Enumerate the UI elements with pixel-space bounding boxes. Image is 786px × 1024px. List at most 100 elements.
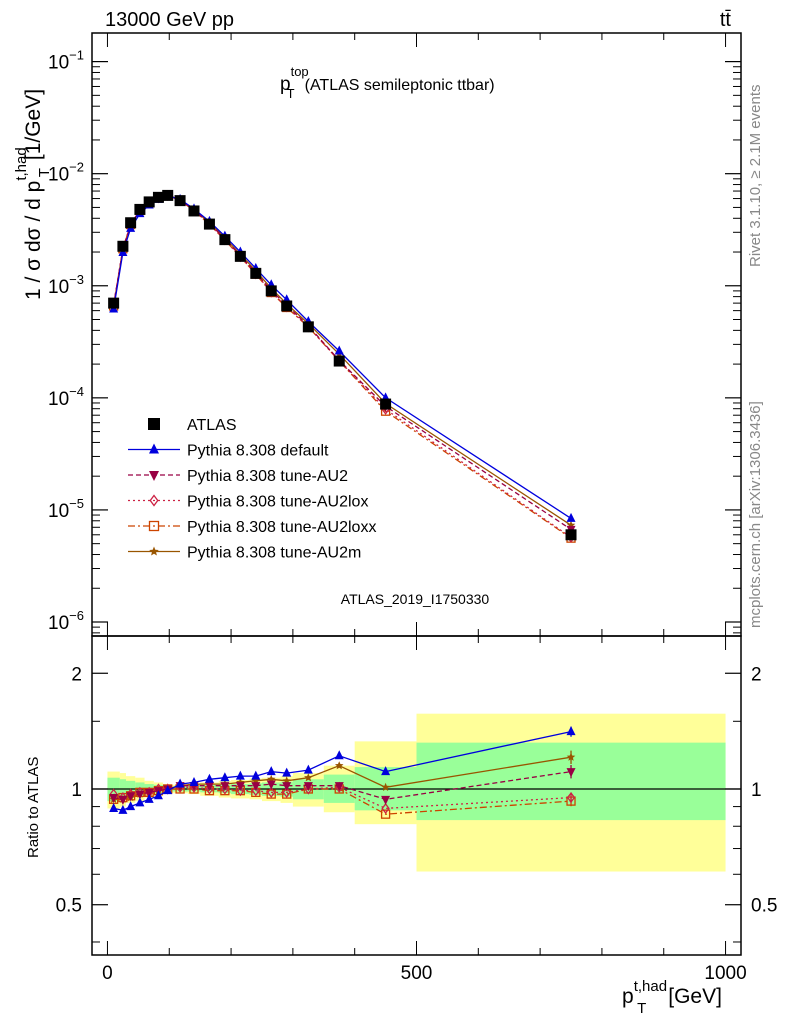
legend-label-4: Pythia 8.308 tune-AU2loxx — [187, 519, 376, 536]
main-panel: 10−1 10−2 10−3 10−4 10−5 10−6 ptop T (ATLAS semi… — [13, 32, 742, 637]
ratio-point-2-13 — [267, 786, 276, 798]
ratio-point-1-3 — [135, 790, 145, 800]
rivet-version-label: Rivet 3.1.10, ≥ 2.1M events — [747, 85, 764, 268]
main-point-1-16 — [334, 345, 344, 355]
legend-item-5: Pythia 8.308 tune-AU2m — [128, 545, 361, 562]
legend-marker-0 — [148, 418, 160, 430]
ratio-point-0-4 — [144, 793, 154, 803]
ratio-point-1-0 — [109, 794, 119, 804]
main-point-0-16 — [333, 355, 345, 367]
ratio-point-1-15 — [303, 782, 313, 792]
ratio-xtick-label-0: 0 — [102, 963, 113, 984]
main-point-0-13 — [265, 285, 277, 297]
main-ytick-label-0: 10−1 — [48, 48, 84, 74]
main-series-line-4 — [112, 194, 572, 539]
main-point-0-1 — [117, 240, 129, 252]
main-ytick-label-2: 10−3 — [48, 272, 84, 298]
ratio-point-1-1 — [118, 795, 128, 805]
main-point-0-10 — [219, 234, 231, 246]
ratio-point-0-10 — [220, 772, 230, 782]
main-ylabel-text: 1 / σ dσ / d pt,had T[1/GeV] — [13, 89, 53, 300]
ratio-point-4-14 — [282, 776, 291, 785]
main-ylabel: 1 / σ dσ / d pt,had T[1/GeV] — [13, 89, 53, 300]
main-point-0-9 — [203, 218, 215, 230]
ratio-point-0-17 — [381, 766, 391, 776]
main-point-1-18 — [566, 512, 576, 522]
legend-marker-3 — [149, 494, 159, 507]
legend-label-0: ATLAS — [187, 417, 237, 434]
main-point-0-7 — [174, 195, 186, 207]
ratio-point-2-12 — [251, 785, 260, 797]
ratio-point-1-17 — [381, 795, 391, 805]
ratio-point-1-2 — [126, 792, 136, 802]
ratio-point-2-17 — [381, 802, 390, 815]
ratio-point-2-9 — [205, 783, 214, 795]
legend-label-1: Pythia 8.308 default — [187, 443, 329, 460]
ratio-point-1-13 — [266, 780, 276, 790]
legend-item-2: Pythia 8.308 tune-AU2 — [128, 468, 348, 485]
ratio-xtick-label-1: 500 — [401, 963, 433, 984]
ratio-point-1-12 — [251, 782, 261, 792]
ratio-point-1-14 — [282, 782, 292, 792]
ratio-point-0-7 — [175, 778, 185, 788]
main-series-4 — [108, 190, 576, 543]
main-point-0-2 — [125, 217, 137, 229]
ratio-point-4-15 — [304, 773, 313, 782]
ratio-point-2-15 — [304, 783, 313, 795]
legend-label-3: Pythia 8.308 tune-AU2lox — [187, 494, 368, 511]
ratio-point-1-11 — [235, 782, 245, 792]
ratio-point-0-9 — [204, 773, 214, 783]
main-ytick-label-4: 10−5 — [48, 496, 84, 522]
ratio-point-0-0 — [109, 802, 119, 812]
ratio-ytick-label-right-2: 2 — [751, 664, 762, 685]
ratio-point-0-16 — [334, 750, 344, 760]
legend-label-2: Pythia 8.308 tune-AU2 — [187, 468, 348, 485]
ratio-ylabel-text: Ratio to ATLAS — [25, 757, 42, 858]
main-point-0-12 — [250, 267, 262, 279]
main-point-0-3 — [134, 203, 146, 215]
main-ytick-label-5: 10−6 — [48, 608, 84, 634]
ratio-point-0-11 — [235, 770, 245, 780]
main-ytick-label-1: 10−2 — [48, 160, 84, 186]
ratio-ytick-label-0: 0.5 — [56, 896, 82, 917]
main-ytick-label-3: 10−4 — [48, 384, 84, 410]
legend-marker-4 — [148, 520, 160, 532]
main-point-0-17 — [380, 398, 392, 410]
legend-marker-1 — [149, 443, 159, 454]
ratio-xlabel: pt,had T[GeV] — [622, 978, 722, 1017]
legend-marker-5 — [149, 546, 159, 556]
main-point-0-11 — [234, 250, 246, 262]
ratio-point-0-1 — [118, 804, 128, 814]
legend-item-3: Pythia 8.308 tune-AU2lox — [128, 494, 368, 511]
ratio-panel: 0.5 0.5 1 1 2 2 0 500 1000 Ratio to ATLAS pt,had T[… — [25, 635, 777, 1017]
ratio-ytick-label-right-1: 1 — [751, 780, 762, 801]
ratio-point-4-12 — [251, 776, 261, 785]
ratio-point-0-12 — [251, 770, 261, 780]
ratio-point-1-4 — [144, 788, 154, 798]
ratio-ytick-label-right-0: 0.5 — [751, 896, 777, 917]
ratio-point-1-16 — [334, 782, 344, 792]
ratio-point-1-10 — [220, 782, 230, 792]
ratio-point-4-17 — [381, 782, 390, 791]
ratio-point-2-10 — [220, 783, 230, 795]
ratio-point-0-18 — [566, 726, 576, 736]
ratio-point-2-11 — [236, 785, 245, 797]
ratio-point-2-18 — [566, 791, 576, 804]
main-series-0 — [108, 189, 577, 541]
ratio-point-0-14 — [282, 767, 292, 777]
legend-item-4: Pythia 8.308 tune-AU2loxx — [128, 519, 376, 536]
header-left-label: 13000 GeV pp — [105, 9, 234, 31]
main-point-0-6 — [162, 189, 174, 201]
legend-label-5: Pythia 8.308 tune-AU2m — [187, 545, 361, 562]
ratio-point-4-16 — [335, 761, 344, 770]
main-point-0-18 — [565, 529, 577, 541]
main-title: ptop T (ATLAS semileptonic ttbar) — [280, 64, 495, 101]
ratio-point-0-13 — [266, 766, 276, 776]
ratio-ytick-label-2: 2 — [71, 664, 82, 685]
ratio-point-3-17 — [380, 809, 391, 819]
main-point-0-0 — [108, 297, 120, 309]
ratio-point-0-6 — [163, 785, 173, 795]
legend-item-1: Pythia 8.308 default — [128, 443, 329, 460]
ratio-point-1-18 — [566, 768, 576, 778]
